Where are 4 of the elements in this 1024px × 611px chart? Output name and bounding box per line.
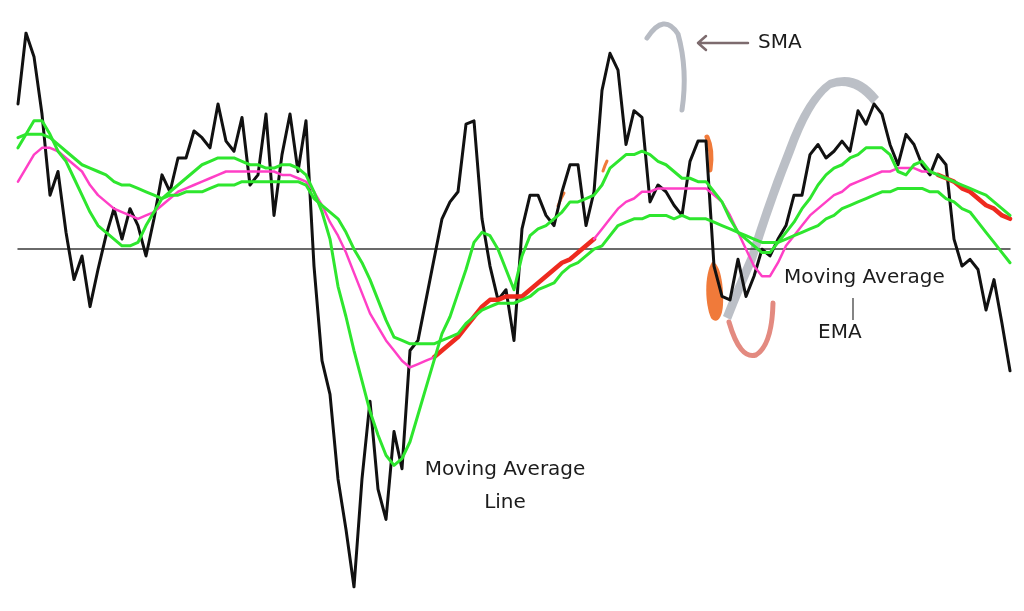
annotation: Moving Average Line (423, 455, 587, 515)
annotation: SMA (758, 29, 802, 53)
annotation: Moving Average (784, 264, 945, 288)
annotation: EMA (818, 319, 862, 343)
